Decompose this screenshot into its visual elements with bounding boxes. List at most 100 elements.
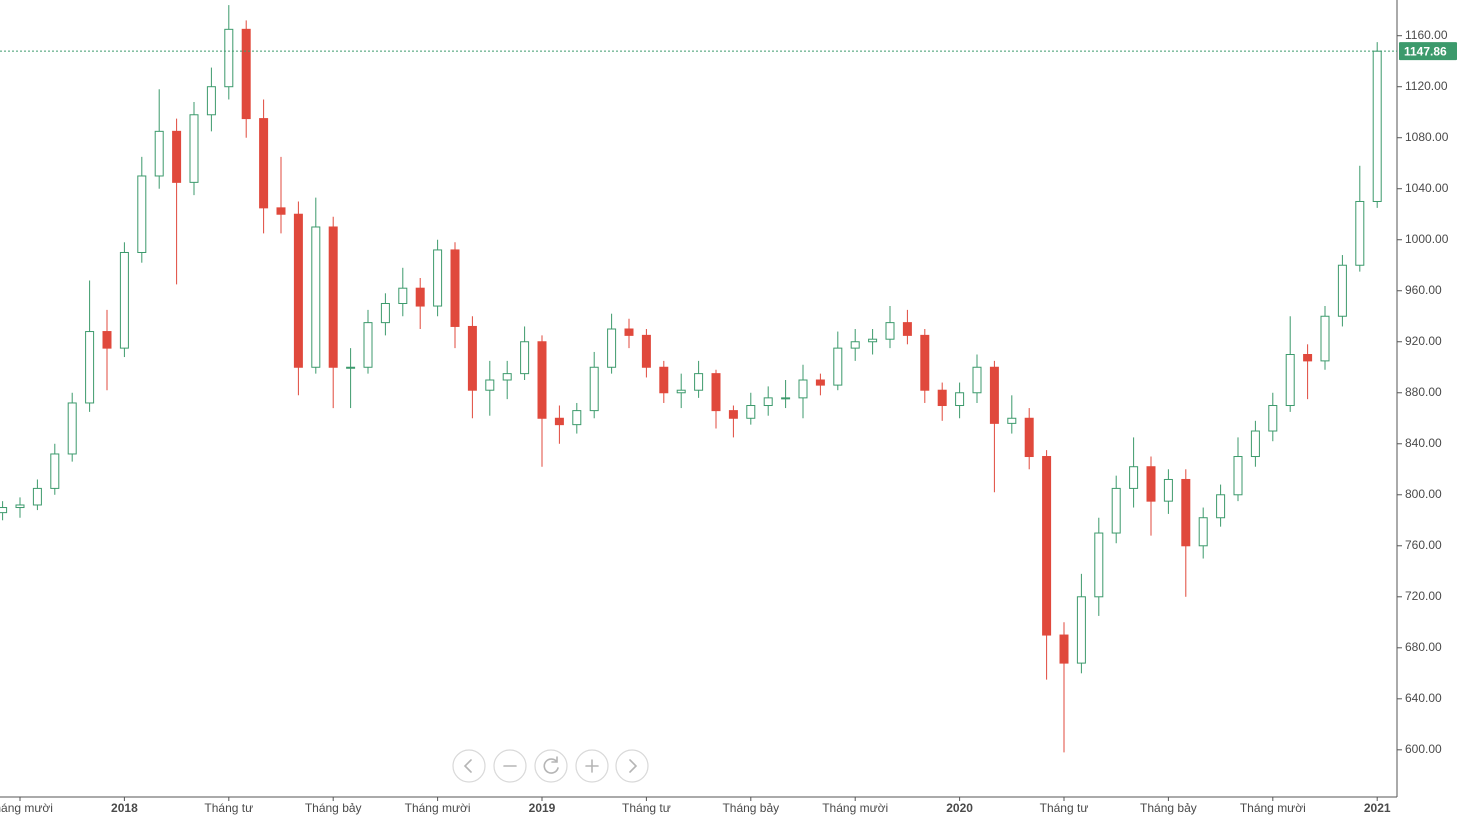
candle-body <box>172 130 182 183</box>
x-tick-label: Tháng tư <box>622 801 671 815</box>
candle-body <box>433 249 443 307</box>
y-tick-label: 760.00 <box>1405 538 1442 552</box>
candle-body <box>50 453 60 489</box>
candle-body <box>85 331 95 404</box>
x-tick-label: Tháng mười <box>822 801 888 815</box>
last-price-label: 1147.86 <box>1404 44 1447 58</box>
y-tick-label: 640.00 <box>1405 691 1442 705</box>
candle-body <box>659 366 669 394</box>
reset-button[interactable] <box>534 749 568 783</box>
candle-body <box>1076 596 1086 664</box>
candle-body <box>885 322 895 340</box>
x-tick-label: Tháng bảy <box>1140 801 1197 815</box>
candle-body <box>589 366 599 412</box>
candle-body <box>276 207 286 215</box>
y-tick-label: 1000.00 <box>1405 232 1449 246</box>
zoom-in-button[interactable] <box>575 749 609 783</box>
y-tick-label: 600.00 <box>1405 742 1442 756</box>
x-tick-label: Tháng bảy <box>305 801 362 815</box>
candle-body <box>972 366 982 394</box>
candle-body <box>1059 634 1069 664</box>
y-tick-label: 1040.00 <box>1405 181 1449 195</box>
candle-body <box>920 334 930 391</box>
candle-body <box>67 402 77 455</box>
candle-body <box>850 341 860 349</box>
last-price-tag <box>1399 42 1457 61</box>
candle-body <box>206 86 216 116</box>
candle-body <box>328 226 338 368</box>
y-tick-label: 920.00 <box>1405 334 1442 348</box>
candle-body <box>450 249 460 327</box>
candle-body <box>363 322 373 368</box>
candle-body <box>1042 456 1052 636</box>
candle-body <box>989 366 999 424</box>
candle-body <box>1111 487 1121 534</box>
candle-body <box>415 287 425 307</box>
candle-body <box>137 175 147 253</box>
y-tick-label: 880.00 <box>1405 385 1442 399</box>
candle-body <box>1198 517 1208 547</box>
candle-body <box>763 397 773 407</box>
candle-body <box>537 341 547 419</box>
candle-body <box>241 28 251 120</box>
candle-body <box>1129 466 1139 489</box>
candle-body <box>1285 354 1295 407</box>
y-tick-label: 720.00 <box>1405 589 1442 603</box>
candle-body <box>311 226 321 368</box>
candle-body <box>1181 478 1191 547</box>
candle-body <box>1024 417 1034 458</box>
x-tick-label: Tháng mười <box>405 801 471 815</box>
candle-body <box>1372 50 1382 202</box>
scroll-left-button[interactable] <box>452 749 486 783</box>
y-tick-label: 1080.00 <box>1405 130 1449 144</box>
candle-body <box>1146 466 1156 502</box>
candle-body <box>1303 354 1313 362</box>
candle-body <box>833 347 843 386</box>
zoom-out-button[interactable] <box>493 749 527 783</box>
x-tick-label: Tháng tư <box>1040 801 1089 815</box>
candle-body <box>1007 417 1017 424</box>
candle-body <box>398 287 408 304</box>
candle-body <box>1268 405 1278 432</box>
y-tick-label: 1120.00 <box>1405 79 1448 93</box>
candle-body <box>1216 494 1226 519</box>
candle-body <box>554 417 564 426</box>
candle-body <box>485 379 495 391</box>
scroll-right-button[interactable] <box>615 749 649 783</box>
candle-body <box>189 114 199 183</box>
candle-body <box>868 338 878 343</box>
candle-body <box>1094 532 1104 598</box>
candle-body <box>815 379 825 386</box>
y-tick-label: 800.00 <box>1405 487 1442 501</box>
candle-body <box>781 397 791 400</box>
x-tick-label: Tháng mười <box>1240 801 1306 815</box>
candle-body <box>1233 456 1243 496</box>
y-tick-label: 1160.00 <box>1405 28 1448 42</box>
candle-body <box>607 328 617 368</box>
candle-body <box>798 379 808 399</box>
candle-body <box>955 392 965 407</box>
x-tick-label: 2020 <box>946 801 973 815</box>
candle-body <box>746 405 756 419</box>
x-tick-label: 2019 <box>529 801 556 815</box>
x-tick-label: Tháng mười <box>0 801 53 815</box>
candle-body <box>676 389 686 394</box>
x-tick-label: 2021 <box>1364 801 1391 815</box>
candle-body <box>1320 315 1330 362</box>
candle-body <box>346 366 356 369</box>
candle-body <box>711 373 721 412</box>
candle-body <box>520 341 530 375</box>
x-tick-label: Tháng bảy <box>722 801 779 815</box>
candle-body <box>1355 200 1365 266</box>
y-tick-label: 840.00 <box>1405 436 1442 450</box>
candle-body <box>502 373 512 381</box>
y-tick-label: 960.00 <box>1405 283 1442 297</box>
candle-body <box>937 389 947 407</box>
candle-body <box>572 410 582 426</box>
candle-body <box>293 213 303 368</box>
candle-body <box>694 373 704 391</box>
candle-body <box>259 118 269 209</box>
candle-body <box>1163 478 1173 502</box>
